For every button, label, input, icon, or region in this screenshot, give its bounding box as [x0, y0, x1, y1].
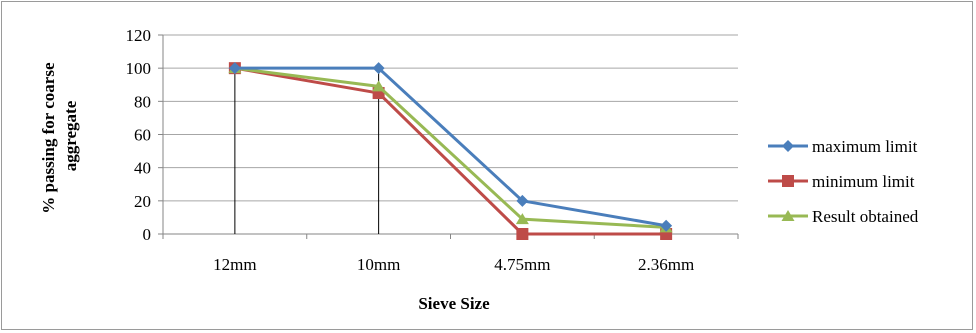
series-line — [234, 66, 667, 236]
x-tick-label: 10mm — [357, 255, 400, 274]
data-point — [660, 219, 673, 232]
x-tick-label: 12mm — [213, 255, 256, 274]
legend-item: minimum limit — [768, 172, 915, 191]
y-tick-label: 80 — [134, 92, 151, 111]
y-axis-label: % passing for coarse aggregate — [39, 58, 80, 214]
data-point — [515, 213, 529, 225]
drop-lines — [234, 68, 380, 234]
data-point — [228, 62, 241, 75]
series-line — [234, 66, 667, 229]
series-result-obtained — [228, 62, 673, 233]
legend-label: Result obtained — [812, 207, 919, 226]
y-tick-label: 60 — [134, 126, 151, 145]
y-axis-ticks: 0 20 40 60 80 100 120 — [126, 26, 163, 244]
chart-legend: maximum limit minimum limit Result obtaine… — [768, 137, 919, 226]
y-tick-label: 120 — [126, 26, 152, 45]
legend-label: minimum limit — [812, 172, 915, 191]
x-axis-label: Sieve Size — [418, 294, 490, 313]
data-point — [372, 62, 385, 75]
y-tick-label: 100 — [126, 59, 152, 78]
data-point — [516, 194, 529, 207]
x-tick-label: 4.75mm — [494, 255, 550, 274]
x-tick-label: 2.36mm — [638, 255, 694, 274]
legend-label: maximum limit — [812, 137, 918, 156]
chart-series — [228, 62, 673, 240]
legend-marker — [782, 140, 794, 152]
y-tick-label: 20 — [134, 192, 151, 211]
y-axis-label-line-2: aggregate — [61, 100, 80, 171]
y-tick-label: 0 — [143, 225, 152, 244]
y-axis-label-line-1: % passing for coarse — [39, 62, 58, 214]
series-maximum-limit — [228, 62, 673, 232]
legend-marker — [781, 210, 795, 221]
data-point — [372, 80, 386, 92]
y-tick-label: 40 — [134, 159, 151, 178]
legend-marker — [782, 175, 794, 187]
series-line — [234, 66, 667, 228]
data-point — [516, 228, 529, 240]
legend-item: maximum limit — [768, 137, 918, 156]
x-axis-ticks: 12mm 10mm 4.75mm 2.36mm — [162, 234, 739, 274]
legend-item: Result obtained — [768, 207, 919, 226]
